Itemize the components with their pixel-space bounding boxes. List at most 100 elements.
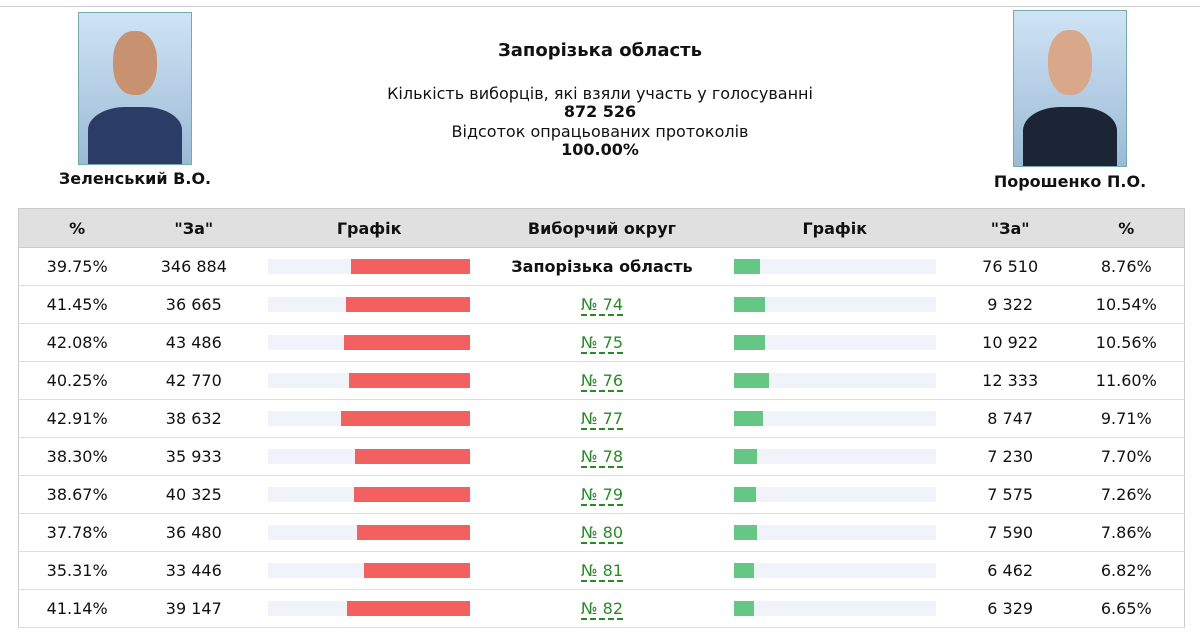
- candidate-name: Порошенко П.О.: [993, 172, 1147, 191]
- bar: [733, 449, 757, 464]
- left-graph: [252, 399, 487, 438]
- column-header: %: [18, 208, 136, 248]
- left-votes: 43 486: [135, 323, 253, 362]
- left-pct: 38.67%: [18, 475, 136, 514]
- bar-track: [268, 563, 471, 578]
- bar-track: [733, 525, 936, 540]
- row: 41.45% 36 665 № 74 9 322 10.54%: [18, 285, 1185, 324]
- results-table: % "За" Графік Виборчий округ Графік "За"% 39.…: [18, 208, 1185, 628]
- left-graph: [252, 361, 487, 400]
- turnout-label: Кількість виборців, які взяли участь у г…: [387, 84, 813, 103]
- left-graph: [252, 513, 487, 552]
- left-votes: 35 933: [135, 437, 253, 476]
- bar: [733, 411, 763, 426]
- district-link[interactable]: № 81: [580, 561, 624, 582]
- left-pct: 39.75%: [18, 247, 136, 286]
- district-link[interactable]: № 76: [580, 371, 624, 392]
- bar: [343, 335, 471, 350]
- right-graph: [717, 551, 952, 590]
- bar-track: [733, 411, 936, 426]
- column-header: Виборчий округ: [486, 208, 718, 248]
- row: 38.30% 35 933 № 78 7 230 7.70%: [18, 437, 1185, 476]
- left-votes: 38 632: [135, 399, 253, 438]
- left-pct: 42.08%: [18, 323, 136, 362]
- left-votes: 346 884: [135, 247, 253, 286]
- row: 42.08% 43 486 № 75 10 922 10.56%: [18, 323, 1185, 362]
- right-pct: 10.54%: [1068, 285, 1185, 324]
- district-link[interactable]: № 79: [580, 485, 624, 506]
- district-link[interactable]: № 77: [580, 409, 624, 430]
- bar: [733, 335, 766, 350]
- right-pct: 8.76%: [1068, 247, 1185, 286]
- bar: [350, 259, 471, 274]
- left-votes: 39 147: [135, 589, 253, 628]
- row: 40.25% 42 770 № 76 12 333 11.60%: [18, 361, 1185, 400]
- district-link[interactable]: № 74: [580, 295, 624, 316]
- right-graph: [717, 437, 952, 476]
- district-link[interactable]: № 80: [580, 523, 624, 544]
- column-header: "За": [951, 208, 1069, 248]
- turnout: 872 526: [563, 102, 637, 121]
- bar: [355, 449, 471, 464]
- column-header: "За": [135, 208, 253, 248]
- left-pct: 35.31%: [18, 551, 136, 590]
- bar: [733, 297, 766, 312]
- left-graph: [252, 247, 487, 286]
- candidate-photo: [1013, 10, 1127, 167]
- left-graph: [252, 589, 487, 628]
- left-votes: 33 446: [135, 551, 253, 590]
- processed: 100.00%: [561, 140, 639, 159]
- bar-track: [733, 563, 936, 578]
- right-pct: 9.71%: [1068, 399, 1185, 438]
- header-row: % "За" Графік Виборчий округ Графік "За"%: [18, 208, 1185, 248]
- candidate-photo: [78, 12, 192, 165]
- left-pct: 38.30%: [18, 437, 136, 476]
- right-votes: 6 329: [951, 589, 1069, 628]
- bar-track: [268, 259, 471, 274]
- left-pct: 41.45%: [18, 285, 136, 324]
- bar: [733, 563, 755, 578]
- bar-track: [733, 297, 936, 312]
- right-graph: [717, 361, 952, 400]
- right-graph: [717, 247, 952, 286]
- column-header: %: [1068, 208, 1185, 248]
- bar: [364, 563, 471, 578]
- right-votes: 12 333: [951, 361, 1069, 400]
- district: № 78: [486, 437, 718, 476]
- right-votes: 76 510: [951, 247, 1069, 286]
- right-graph: [717, 285, 952, 324]
- bar: [346, 601, 471, 616]
- row: 41.14% 39 147 № 82 6 329 6.65%: [18, 589, 1185, 628]
- left-graph: [252, 437, 487, 476]
- district: № 77: [486, 399, 718, 438]
- bar-track: [733, 487, 936, 502]
- bar-track: [733, 601, 936, 616]
- right-graph: [717, 513, 952, 552]
- district: № 79: [486, 475, 718, 514]
- district-link[interactable]: № 82: [580, 599, 624, 620]
- bar-track: [268, 449, 471, 464]
- district: № 74: [486, 285, 718, 324]
- right-pct: 11.60%: [1068, 361, 1185, 400]
- bar-track: [733, 449, 936, 464]
- right-graph: [717, 323, 952, 362]
- district-link[interactable]: № 75: [580, 333, 624, 354]
- district-link[interactable]: № 78: [580, 447, 624, 468]
- bar: [733, 373, 769, 388]
- row: 39.75% 346 884 Запорізька область 76 510 8.7…: [18, 247, 1185, 286]
- bar: [349, 373, 471, 388]
- left-graph: [252, 323, 487, 362]
- bar-track: [268, 411, 471, 426]
- left-pct: 41.14%: [18, 589, 136, 628]
- candidate-name: Зеленський В.О.: [58, 169, 212, 188]
- bar-track: [733, 373, 936, 388]
- left-votes: 36 665: [135, 285, 253, 324]
- bar-track: [268, 335, 471, 350]
- right-pct: 7.26%: [1068, 475, 1185, 514]
- district: № 80: [486, 513, 718, 552]
- bar-track: [268, 487, 471, 502]
- bar-track: [733, 335, 936, 350]
- bar: [733, 259, 761, 274]
- left-pct: 37.78%: [18, 513, 136, 552]
- bar-track: [268, 601, 471, 616]
